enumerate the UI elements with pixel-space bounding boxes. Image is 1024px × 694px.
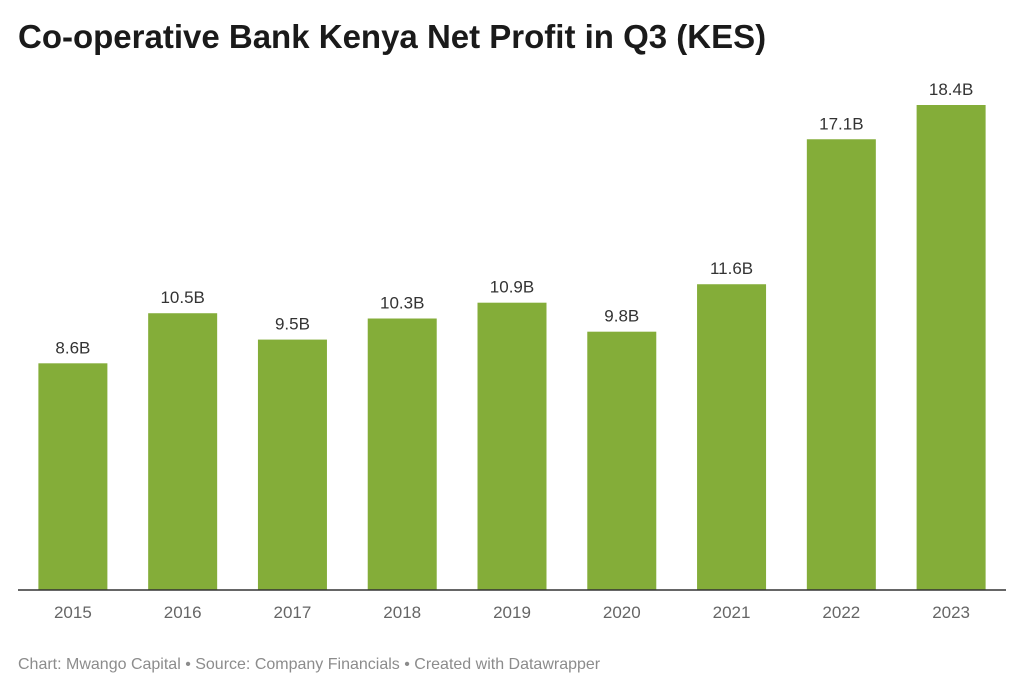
- data-label-2016: 10.5B: [160, 288, 204, 307]
- data-label-2018: 10.3B: [380, 294, 424, 313]
- bar-2021: [697, 284, 767, 590]
- x-tick-2021: 2021: [713, 603, 751, 622]
- x-tick-2022: 2022: [822, 603, 860, 622]
- x-tick-2020: 2020: [603, 603, 641, 622]
- bar-2019: [477, 302, 547, 590]
- x-tick-2018: 2018: [383, 603, 421, 622]
- data-label-2017: 9.5B: [275, 315, 310, 334]
- data-label-2015: 8.6B: [55, 338, 90, 357]
- bar-2015: [38, 363, 108, 590]
- bar-2017: [257, 339, 327, 590]
- x-tick-2016: 2016: [164, 603, 202, 622]
- chart-title: Co-operative Bank Kenya Net Profit in Q3…: [18, 18, 767, 55]
- bar-2020: [587, 331, 657, 590]
- x-tick-2023: 2023: [932, 603, 970, 622]
- data-label-2022: 17.1B: [819, 114, 863, 133]
- x-tick-2017: 2017: [274, 603, 312, 622]
- chart-footer: Chart: Mwango Capital • Source: Company …: [18, 656, 601, 673]
- bar-2023: [916, 105, 986, 590]
- data-label-2021: 11.6B: [710, 259, 753, 278]
- data-label-2020: 9.8B: [604, 307, 639, 326]
- bar-2018: [367, 318, 437, 590]
- data-label-2023: 18.4B: [929, 80, 973, 99]
- x-tick-2019: 2019: [493, 603, 531, 622]
- bar-2022: [806, 139, 876, 591]
- data-label-2019: 10.9B: [490, 278, 534, 297]
- x-tick-2015: 2015: [54, 603, 92, 622]
- bar-2016: [148, 313, 218, 590]
